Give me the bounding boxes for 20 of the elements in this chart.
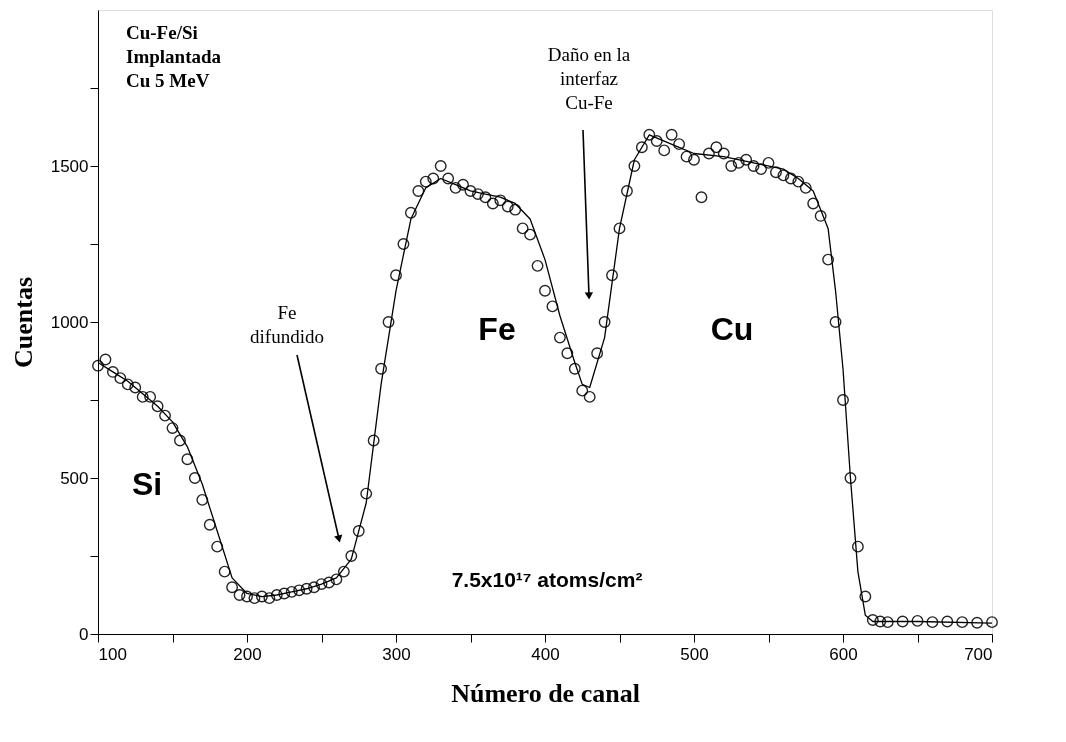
annotation: Cu [710, 311, 754, 347]
x-tick-label: 700 [964, 644, 993, 664]
annotation: Si [131, 466, 163, 502]
x-tick-label: 400 [531, 644, 560, 664]
y-tick-label: 1000 [50, 312, 89, 332]
annotation: Fe [478, 311, 516, 347]
y-tick-label: 1500 [50, 156, 89, 176]
annotation: 7.5x10¹⁷ atoms/cm² [451, 568, 643, 591]
x-tick-label: 200 [233, 644, 262, 664]
x-tick-label: 500 [680, 644, 709, 664]
y-tick-label: 0 [79, 624, 89, 644]
y-axis-title: Cuentas [8, 276, 38, 369]
x-tick-label: 100 [98, 644, 127, 664]
annotation: Daño en la interfaz Cu-Fe [547, 44, 631, 113]
x-tick-label: 300 [382, 644, 411, 664]
annotation: Fe difundido [250, 302, 324, 347]
y-tick-label: 500 [60, 468, 89, 488]
x-axis-title: Número de canal [451, 678, 640, 708]
x-tick-label: 600 [829, 644, 858, 664]
annotation: Cu-Fe/Si Implantada Cu 5 MeV [126, 22, 222, 91]
